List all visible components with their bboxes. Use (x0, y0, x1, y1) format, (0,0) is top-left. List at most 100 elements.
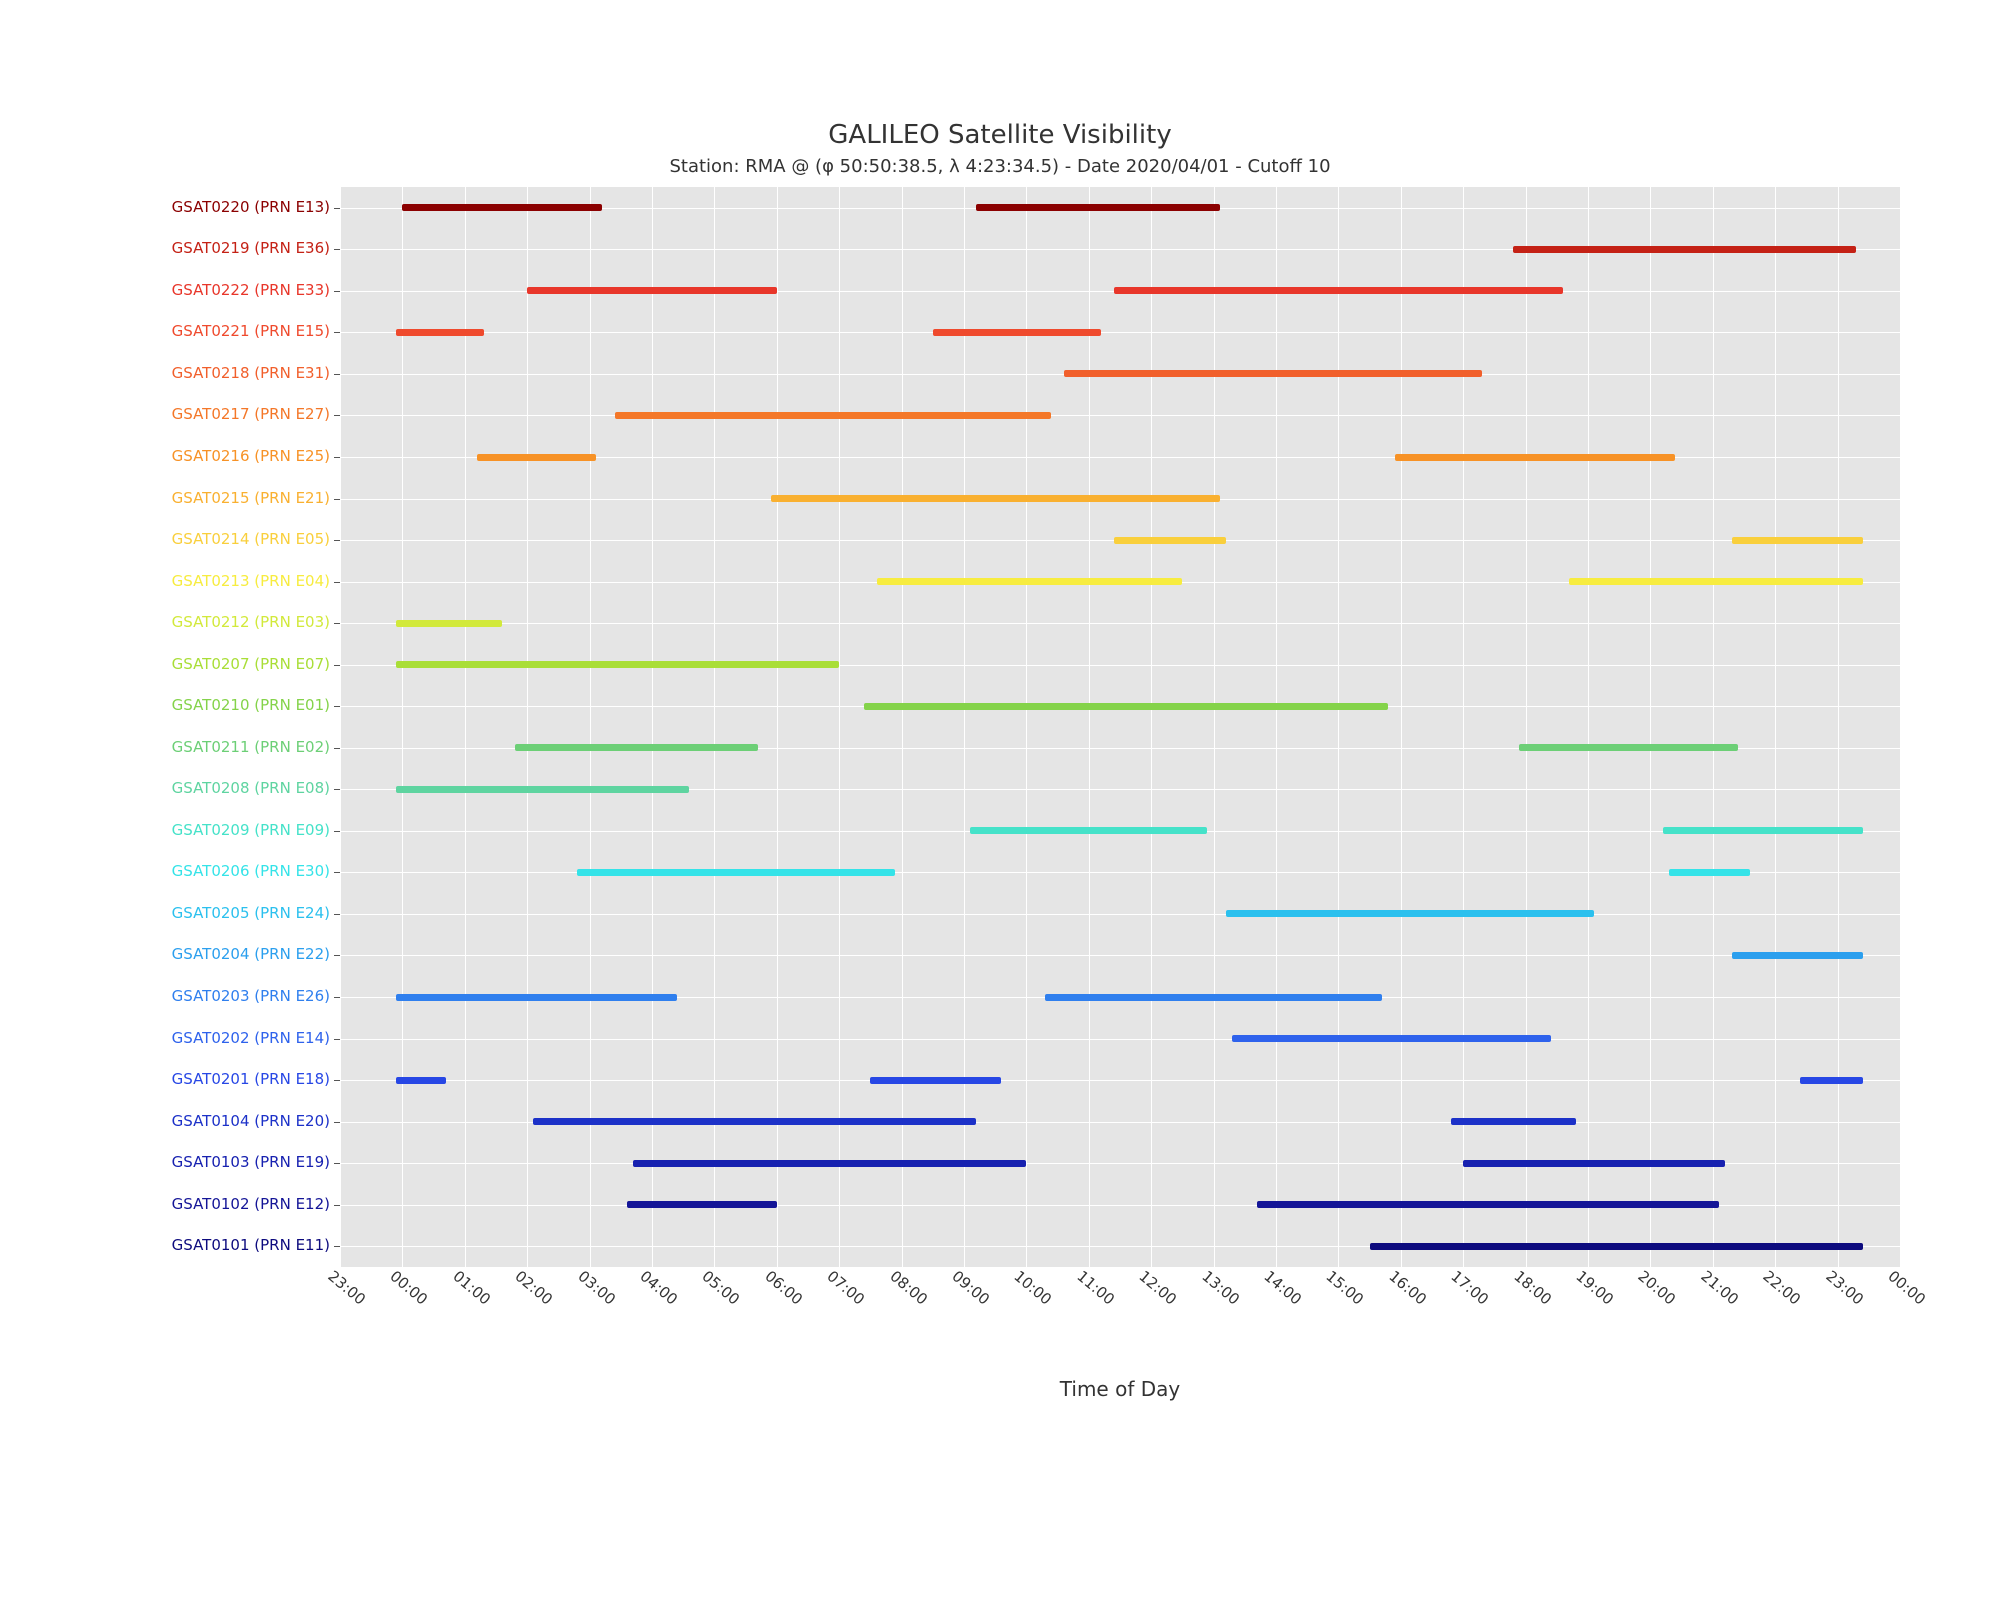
satellite-label: GSAT0221 (PRN E15) (172, 322, 330, 340)
visibility-bar (877, 578, 1183, 585)
satellite-label: GSAT0213 (PRN E04) (172, 572, 330, 590)
grid-line-horizontal (340, 872, 1900, 873)
visibility-bar (477, 454, 596, 461)
grid-line-vertical (1151, 187, 1152, 1267)
satellite-label: GSAT0203 (PRN E26) (172, 987, 330, 1005)
grid-line-vertical (1650, 187, 1651, 1267)
satellite-label: GSAT0212 (PRN E03) (172, 613, 330, 631)
grid-line-vertical (1026, 187, 1027, 1267)
grid-line-vertical (1401, 187, 1402, 1267)
grid-line-vertical (402, 187, 403, 1267)
grid-line-horizontal (340, 1080, 1900, 1081)
visibility-bar (1257, 1201, 1719, 1208)
visibility-bar (515, 744, 758, 751)
visibility-bar (1395, 454, 1676, 461)
visibility-bar (1732, 952, 1863, 959)
satellite-label: GSAT0218 (PRN E31) (172, 364, 330, 382)
x-tick-label: 02:00 (512, 1267, 557, 1309)
satellite-label: GSAT0205 (PRN E24) (172, 904, 330, 922)
x-axis: 23:0000:0001:0002:0003:0004:0005:0006:00… (340, 1267, 1900, 1347)
visibility-bar (1064, 370, 1482, 377)
satellite-label: GSAT0201 (PRN E18) (172, 1070, 330, 1088)
grid-line-vertical (590, 187, 591, 1267)
satellite-label: GSAT0211 (PRN E02) (172, 738, 330, 756)
x-tick-label: 00:00 (1884, 1267, 1929, 1309)
visibility-bar (1513, 246, 1856, 253)
visibility-bar (396, 620, 502, 627)
satellite-label: GSAT0214 (PRN E05) (172, 530, 330, 548)
x-tick-label: 23:00 (324, 1267, 369, 1309)
visibility-bar (396, 1077, 446, 1084)
chart-title: GALILEO Satellite Visibility (100, 120, 1900, 150)
visibility-bar (402, 204, 602, 211)
grid-line-vertical (839, 187, 840, 1267)
visibility-bar (633, 1160, 1026, 1167)
visibility-bar (1519, 744, 1737, 751)
x-tick-label: 12:00 (1136, 1267, 1181, 1309)
grid-line-vertical (1276, 187, 1277, 1267)
x-tick-label: 11:00 (1073, 1267, 1118, 1309)
satellite-label: GSAT0202 (PRN E14) (172, 1029, 330, 1047)
grid-line-horizontal (340, 332, 1900, 333)
x-tick-label: 17:00 (1448, 1267, 1493, 1309)
visibility-bar (396, 786, 689, 793)
x-tick-label: 19:00 (1572, 1267, 1617, 1309)
grid-line-vertical (1838, 187, 1839, 1267)
x-tick-label: 22:00 (1760, 1267, 1805, 1309)
visibility-bar (396, 994, 677, 1001)
grid-line-vertical (527, 187, 528, 1267)
visibility-bar (1226, 910, 1594, 917)
grid-line-vertical (1338, 187, 1339, 1267)
satellite-label: GSAT0219 (PRN E36) (172, 239, 330, 257)
grid-line-vertical (1526, 187, 1527, 1267)
grid-line-vertical (1214, 187, 1215, 1267)
visibility-bar (771, 495, 1220, 502)
x-tick-label: 18:00 (1510, 1267, 1555, 1309)
visibility-bar (577, 869, 895, 876)
visibility-bar (1669, 869, 1750, 876)
satellite-label: GSAT0216 (PRN E25) (172, 447, 330, 465)
chart-area: GSAT0220 (PRN E13) GSAT0219 (PRN E36) GSAT… (100, 187, 1900, 1267)
grid-line-vertical (652, 187, 653, 1267)
x-tick-label: 21:00 (1697, 1267, 1742, 1309)
visibility-bar (1800, 1077, 1862, 1084)
x-tick-label: 15:00 (1323, 1267, 1368, 1309)
chart-subtitle: Station: RMA @ (φ 50:50:38.5, λ 4:23:34.… (100, 156, 1900, 177)
x-tick-label: 00:00 (387, 1267, 432, 1309)
grid-line-vertical (714, 187, 715, 1267)
grid-line-horizontal (340, 1039, 1900, 1040)
satellite-label: GSAT0220 (PRN E13) (172, 198, 330, 216)
x-tick-label: 20:00 (1635, 1267, 1680, 1309)
grid-line-horizontal (340, 914, 1900, 915)
visibility-bar (1370, 1243, 1863, 1250)
grid-line-vertical (1775, 187, 1776, 1267)
visibility-bar (976, 204, 1219, 211)
x-tick-label: 04:00 (636, 1267, 681, 1309)
x-tick-label: 08:00 (886, 1267, 931, 1309)
visibility-bar (533, 1118, 976, 1125)
satellite-label: GSAT0104 (PRN E20) (172, 1112, 330, 1130)
visibility-bar (396, 329, 483, 336)
grid-line-horizontal (340, 955, 1900, 956)
satellite-label: GSAT0210 (PRN E01) (172, 696, 330, 714)
x-tick-label: 07:00 (824, 1267, 869, 1309)
x-tick-label: 01:00 (449, 1267, 494, 1309)
satellite-label: GSAT0206 (PRN E30) (172, 862, 330, 880)
grid-line-vertical (902, 187, 903, 1267)
visibility-bar (1114, 537, 1226, 544)
grid-line-horizontal (340, 415, 1900, 416)
satellite-label: GSAT0222 (PRN E33) (172, 281, 330, 299)
grid-line-vertical (964, 187, 965, 1267)
visibility-bar (1463, 1160, 1725, 1167)
satellite-label: GSAT0209 (PRN E09) (172, 821, 330, 839)
satellite-label: GSAT0215 (PRN E21) (172, 489, 330, 507)
visibility-bar (396, 661, 839, 668)
visibility-bar (615, 412, 1052, 419)
visibility-bar (627, 1201, 777, 1208)
x-tick-label: 16:00 (1385, 1267, 1430, 1309)
x-tick-label: 06:00 (761, 1267, 806, 1309)
x-tick-label: 03:00 (574, 1267, 619, 1309)
visibility-bar (1569, 578, 1862, 585)
grid-line-vertical (777, 187, 778, 1267)
visibility-bar (527, 287, 777, 294)
